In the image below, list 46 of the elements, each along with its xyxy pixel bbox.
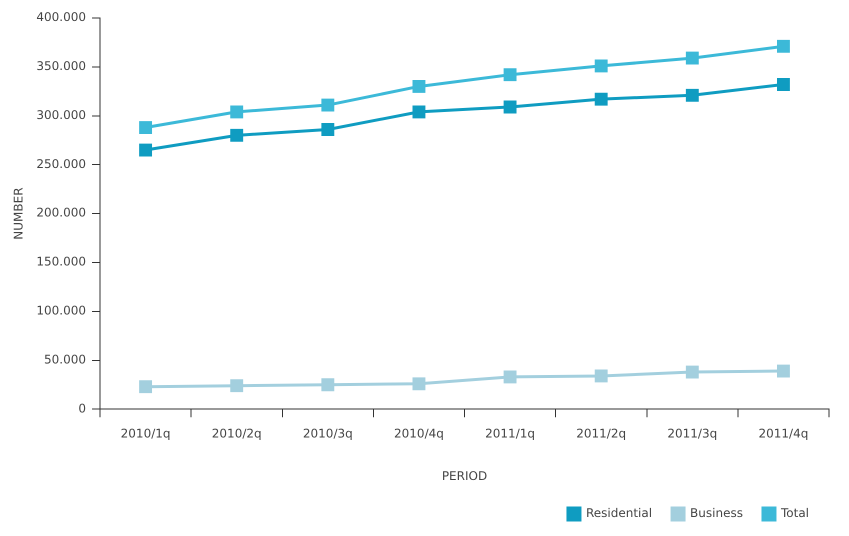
point bbox=[504, 370, 517, 384]
y-tick-label: 0 bbox=[78, 401, 86, 416]
point bbox=[686, 52, 699, 65]
y-tick-label: 200.000 bbox=[36, 206, 86, 220]
point bbox=[230, 128, 244, 142]
point bbox=[139, 144, 152, 156]
x-tick-label: 2011/1q bbox=[485, 426, 535, 441]
point bbox=[230, 105, 244, 118]
point bbox=[686, 366, 699, 378]
y-tick-label: 300.000 bbox=[36, 108, 86, 122]
point bbox=[139, 121, 152, 134]
point bbox=[321, 378, 334, 392]
point bbox=[230, 379, 244, 392]
y-axis-title: NUMBER bbox=[11, 187, 26, 240]
point bbox=[776, 78, 790, 91]
y-tick-label: 400.000 bbox=[36, 10, 86, 24]
point bbox=[139, 380, 152, 394]
point bbox=[321, 123, 334, 136]
legend-label: Residential bbox=[586, 506, 652, 520]
point bbox=[412, 80, 426, 93]
point bbox=[594, 59, 608, 72]
x-tick-label: 2011/4q bbox=[758, 426, 808, 441]
point bbox=[594, 370, 608, 382]
y-tick-label: 150.000 bbox=[36, 254, 86, 269]
point bbox=[412, 105, 426, 118]
point bbox=[776, 40, 790, 53]
x-tick-label: 2010/4q bbox=[394, 426, 444, 441]
y-tick-label: 250.000 bbox=[36, 156, 86, 171]
y-tick-label: 350.000 bbox=[36, 59, 86, 74]
x-tick-label: 2011/2q bbox=[576, 426, 626, 441]
x-tick-label: 2010/3q bbox=[302, 426, 353, 441]
x-tick-label: 2010/2q bbox=[212, 426, 262, 441]
legend-label: Total bbox=[780, 506, 810, 520]
point bbox=[504, 68, 517, 82]
x-tick-label: 2011/3q bbox=[667, 426, 718, 441]
point bbox=[504, 100, 517, 114]
y-tick-label: 50.000 bbox=[44, 352, 86, 366]
y-tick-label: 100.000 bbox=[36, 304, 86, 318]
point bbox=[412, 377, 426, 390]
point bbox=[321, 98, 334, 112]
point bbox=[776, 364, 790, 378]
legend-label: Business bbox=[690, 506, 743, 520]
x-tick-label: 2010/1q bbox=[120, 426, 171, 441]
point bbox=[686, 88, 699, 102]
point bbox=[594, 92, 608, 106]
x-axis-title: PERIOD bbox=[442, 468, 488, 483]
